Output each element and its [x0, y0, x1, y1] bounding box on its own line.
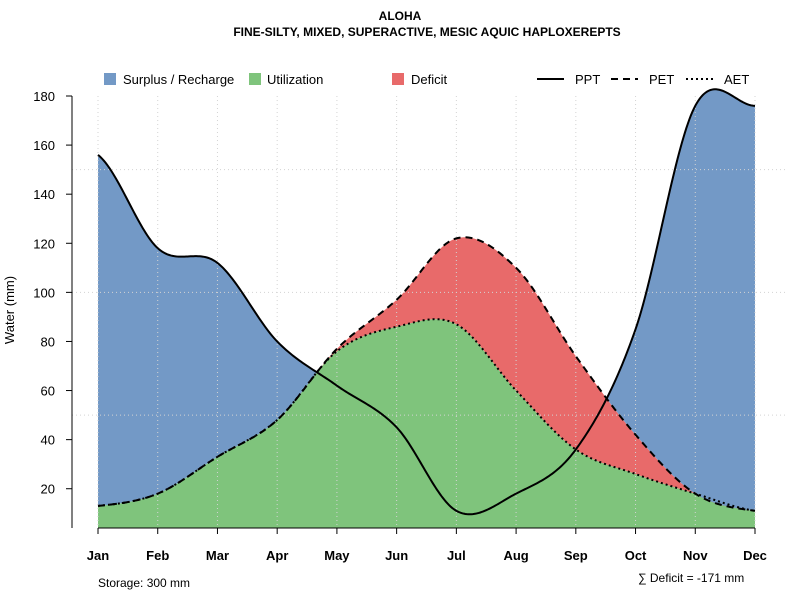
x-tick-label: Nov: [683, 548, 708, 563]
x-tick-label: Mar: [206, 548, 229, 563]
legend: Surplus / Recharge Utilization Deficit P…: [104, 72, 749, 87]
x-tick-label: Apr: [266, 548, 288, 563]
chart-subtitle: FINE-SILTY, MIXED, SUPERACTIVE, MESIC AQ…: [233, 25, 620, 39]
legend-label-pet: PET: [649, 72, 674, 87]
legend-label-aet: AET: [724, 72, 749, 87]
y-axis-label: Water (mm): [2, 276, 17, 344]
y-tick-label: 120: [33, 236, 55, 251]
deficit-area: [98, 237, 755, 511]
y-tick-label: 180: [33, 89, 55, 104]
x-tick-label: Jan: [87, 548, 109, 563]
y-tick-label: 100: [33, 285, 55, 300]
y-tick-label: 20: [41, 482, 55, 497]
legend-swatch-surplus: [104, 73, 116, 85]
x-tick-label: Oct: [625, 548, 647, 563]
series-lines: [97, 88, 756, 516]
deficit-annotation: ∑ Deficit = -171 mm: [638, 571, 744, 585]
legend-label-deficit: Deficit: [411, 72, 448, 87]
y-tick-label: 60: [41, 384, 55, 399]
x-tick-label: Dec: [743, 548, 767, 563]
area-fills: [98, 89, 755, 528]
legend-label-surplus: Surplus / Recharge: [123, 72, 234, 87]
y-tick-label: 40: [41, 433, 55, 448]
series-line-ppt: [97, 88, 756, 516]
x-tick-label: Jun: [385, 548, 408, 563]
x-tick-label: Sep: [564, 548, 588, 563]
x-tick-label: Jul: [447, 548, 466, 563]
legend-label-ppt: PPT: [575, 72, 600, 87]
legend-swatch-deficit: [392, 73, 404, 85]
x-tick-label: May: [324, 548, 350, 563]
y-tick-label: 80: [41, 334, 55, 349]
x-tick-label: Feb: [146, 548, 169, 563]
chart-title: ALOHA: [379, 9, 422, 23]
y-tick-label: 140: [33, 187, 55, 202]
x-tick-label: Aug: [503, 548, 528, 563]
legend-label-utilization: Utilization: [267, 72, 323, 87]
series-line-pet: [97, 236, 756, 512]
axes: 20 40 60 80 100 120 140 160 180 Jan Feb Mar Apr May Ju…: [33, 89, 767, 563]
storage-annotation: Storage: 300 mm: [98, 576, 190, 590]
y-tick-label: 160: [33, 138, 55, 153]
surplus-area: [98, 89, 755, 511]
legend-swatch-utilization: [249, 73, 261, 85]
utilization-area: [98, 319, 755, 528]
